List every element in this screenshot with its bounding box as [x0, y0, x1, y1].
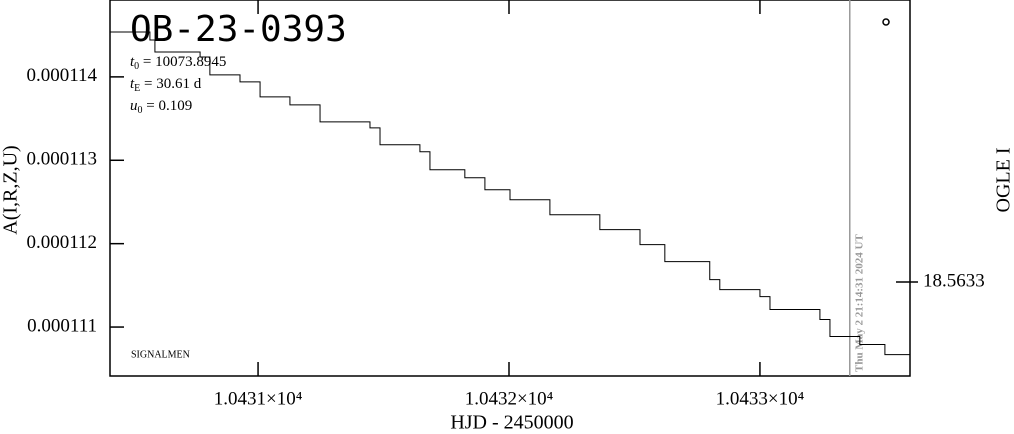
x-tick-label: 1.0431×10⁴: [214, 388, 303, 409]
x-tick-label: 1.0433×10⁴: [716, 388, 805, 409]
y2-axis-label: OGLE I: [993, 148, 1014, 213]
param-text: = 0.109: [143, 98, 193, 114]
y-tick-label: 0.000114: [26, 65, 97, 86]
annotation: SIGNALMEN: [131, 349, 190, 360]
param: u0 = 0.109: [130, 98, 192, 116]
y-tick-label: 0.000111: [27, 315, 97, 336]
param-symbol: t: [130, 76, 135, 92]
y-tick-label: 0.000112: [26, 232, 97, 253]
marker-circle: [882, 18, 890, 26]
y-axis-label: A(I,R,Z,U): [0, 145, 22, 234]
param-symbol: u: [130, 98, 138, 114]
param: tE = 30.61 d: [130, 76, 202, 94]
param-symbol: t: [130, 54, 135, 70]
chart-title: OB-23-0393: [130, 9, 347, 50]
data-line: [110, 31, 911, 362]
y-tick-label: 0.000113: [26, 149, 97, 170]
x-tick-label: 1.0432×10⁴: [465, 388, 554, 409]
param-text: = 30.61 d: [140, 76, 201, 92]
y2-tick-label: 18.5633: [923, 270, 985, 291]
param-sub: E: [134, 83, 140, 94]
param-text: = 10073.8945: [139, 54, 226, 70]
param-sub: 0: [134, 61, 139, 72]
x-axis-label: HJD - 2450000: [450, 412, 573, 434]
marker-label: Thu May 2 21:14:31 2024 UT: [853, 234, 865, 372]
param: t0 = 10073.8945: [130, 54, 226, 72]
plot-frame: [109, 0, 911, 377]
param-sub: 0: [138, 105, 143, 116]
